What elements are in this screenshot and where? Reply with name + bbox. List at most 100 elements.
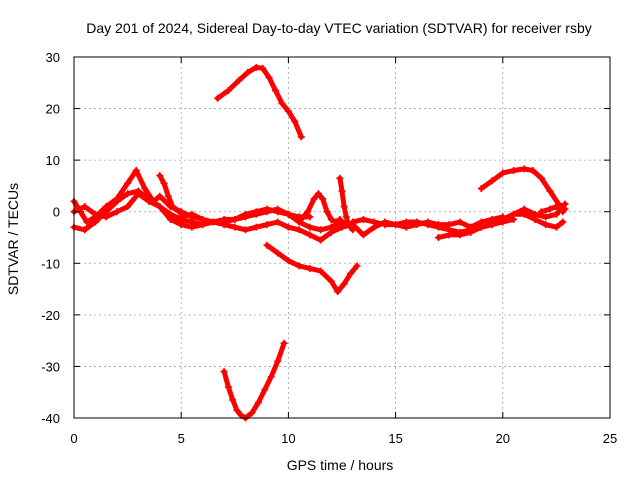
data-point — [113, 208, 121, 216]
data-point — [169, 203, 177, 211]
data-point — [284, 107, 292, 115]
data-point — [274, 249, 282, 257]
data-point — [81, 226, 89, 234]
data-point — [145, 197, 153, 205]
data-point — [559, 208, 567, 216]
series-line — [296, 191, 343, 225]
data-point — [546, 205, 554, 213]
series-line — [478, 166, 568, 212]
data-point — [252, 223, 260, 231]
data-point — [177, 213, 185, 221]
data-point — [310, 195, 318, 203]
data-point — [263, 241, 271, 249]
data-point — [199, 215, 207, 223]
data-point — [323, 208, 331, 216]
data-point — [156, 203, 164, 211]
data-point — [248, 409, 256, 417]
data-point — [349, 218, 357, 226]
grid — [74, 57, 610, 418]
data-point — [552, 203, 560, 211]
data-point — [113, 197, 121, 205]
data-point — [295, 218, 303, 226]
data-point — [552, 210, 560, 218]
y-tick-label: 10 — [46, 153, 60, 168]
data-point — [231, 223, 239, 231]
data-point — [327, 215, 335, 223]
series-line — [71, 168, 195, 225]
series-arc-mid-negative — [263, 241, 361, 296]
x-tick-labels: 0 5 10 15 20 25 — [70, 431, 617, 446]
x-tick-label: 25 — [603, 431, 617, 446]
data-point — [510, 166, 518, 174]
data-point — [297, 133, 305, 141]
data-point — [477, 185, 485, 193]
data-point — [306, 231, 314, 239]
y-tick-label: 0 — [53, 205, 60, 220]
data-point — [267, 373, 275, 381]
data-point — [291, 117, 299, 125]
series-arc-upper-peak — [214, 63, 305, 141]
data-point — [520, 205, 528, 213]
data-point — [537, 208, 545, 216]
data-point — [306, 223, 314, 231]
data-point — [265, 74, 273, 82]
data-point — [338, 187, 346, 195]
data-point — [499, 215, 507, 223]
data-point — [546, 187, 554, 195]
y-tick-labels: -40 -30 -20 -10 0 10 20 30 — [41, 50, 60, 426]
data-point — [229, 396, 237, 404]
data-point — [175, 208, 183, 216]
data-point — [359, 231, 367, 239]
data-point — [531, 210, 539, 218]
data-point — [177, 221, 185, 229]
data-point — [499, 169, 507, 177]
data-point — [319, 195, 327, 203]
data-point — [132, 166, 140, 174]
x-axis-label: GPS time / hours — [287, 457, 394, 473]
data-point — [252, 63, 260, 71]
series-line — [221, 340, 287, 421]
x-tick-label: 5 — [178, 431, 185, 446]
data-point — [220, 221, 228, 229]
data-point — [91, 210, 99, 218]
data-point — [124, 179, 132, 187]
axes — [73, 56, 611, 419]
data-point — [347, 270, 355, 278]
y-tick-label: -40 — [41, 411, 60, 426]
data-point — [242, 213, 250, 221]
series-line — [538, 204, 566, 215]
series-arc-late — [488, 200, 569, 226]
data-point — [274, 357, 282, 365]
x-tick-label: 0 — [70, 431, 77, 446]
y-tick-label: -30 — [41, 359, 60, 374]
data-point — [467, 228, 475, 236]
data-point — [392, 221, 400, 229]
data-point — [134, 190, 142, 198]
data-point — [91, 218, 99, 226]
data-point — [559, 218, 567, 226]
y-tick-label: 20 — [46, 102, 60, 117]
data-point — [402, 218, 410, 226]
data-point — [488, 218, 496, 226]
y-tick-label: 30 — [46, 50, 60, 65]
data-point — [164, 192, 172, 200]
x-tick-label: 15 — [388, 431, 402, 446]
data-point — [284, 210, 292, 218]
y-tick-label: -10 — [41, 256, 60, 271]
data-point — [334, 288, 342, 296]
data-point — [342, 213, 350, 221]
data-point — [188, 223, 196, 231]
data-point — [510, 210, 518, 218]
data-point — [542, 221, 550, 229]
data-traces — [70, 63, 569, 422]
data-point — [434, 223, 442, 231]
data-point — [424, 221, 432, 229]
data-point — [317, 267, 325, 275]
data-point — [520, 165, 528, 173]
data-point — [166, 215, 174, 223]
data-point — [224, 383, 232, 391]
x-tick-label: 20 — [496, 431, 510, 446]
series-arc-lower-dip — [220, 339, 288, 422]
data-point — [284, 223, 292, 231]
data-point — [209, 218, 217, 226]
